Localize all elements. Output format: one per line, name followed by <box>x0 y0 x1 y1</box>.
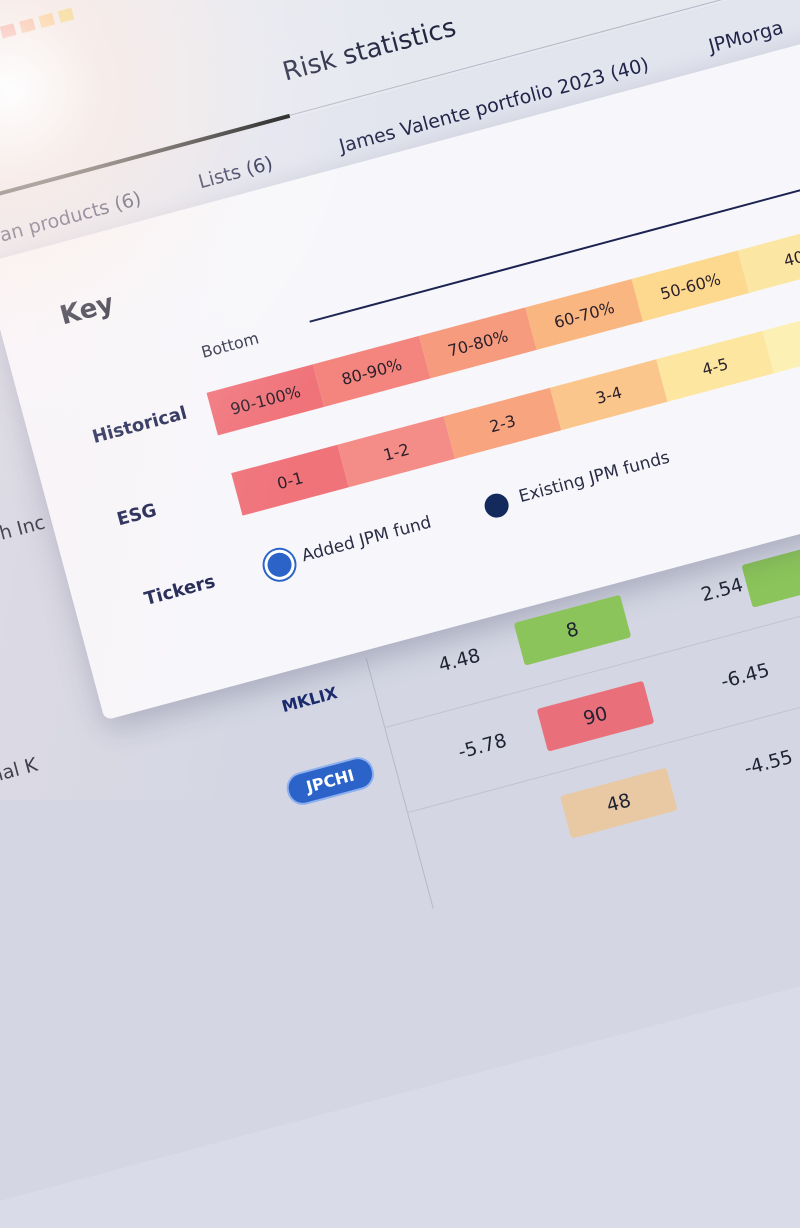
app-plane: Risk statistics an products (6) Lists (6… <box>0 0 800 909</box>
screen: Risk statistics an products (6) Lists (6… <box>0 0 800 909</box>
